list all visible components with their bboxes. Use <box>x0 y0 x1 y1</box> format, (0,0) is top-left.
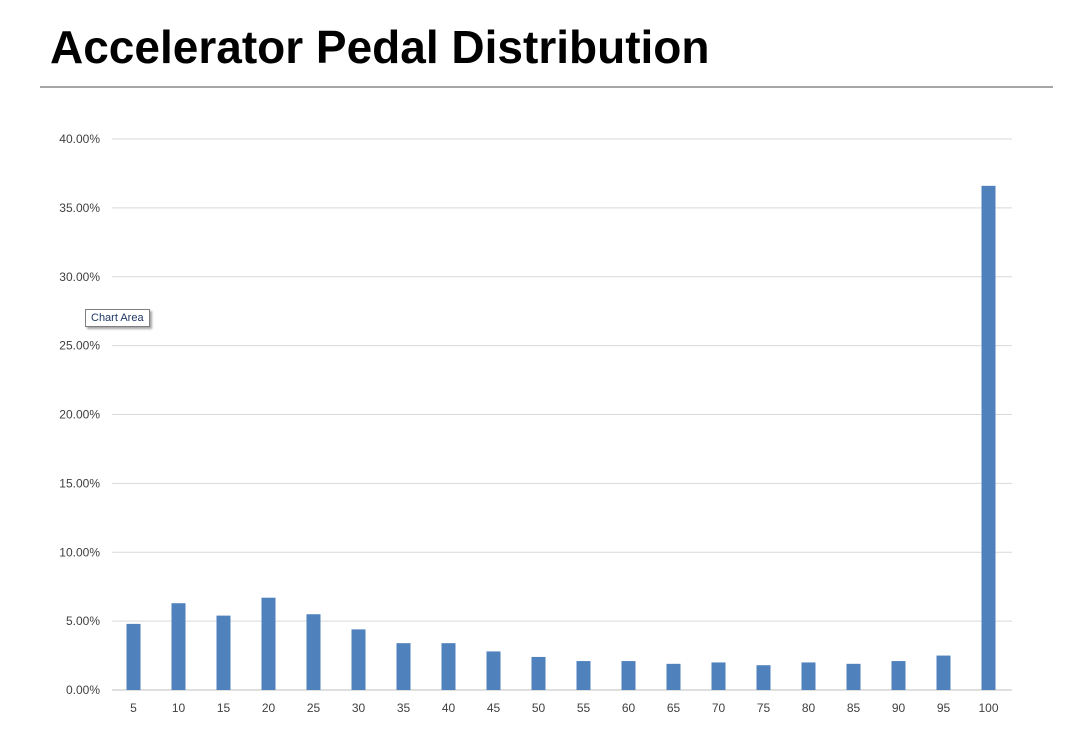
bar[interactable] <box>621 661 636 690</box>
x-tick-label: 65 <box>667 701 681 715</box>
y-tick-label: 40.00% <box>59 132 100 146</box>
y-tick-label: 15.00% <box>59 476 100 490</box>
title-divider <box>40 86 1053 88</box>
y-tick-label: 0.00% <box>66 683 100 697</box>
slide-title: Accelerator Pedal Distribution <box>50 21 710 73</box>
x-tick-label: 10 <box>172 701 186 715</box>
bar[interactable] <box>216 615 231 690</box>
chart-area-tooltip: Chart Area <box>85 309 150 327</box>
x-tick-label: 55 <box>577 701 591 715</box>
x-tick-label: 85 <box>847 701 861 715</box>
x-tick-label: 70 <box>712 701 726 715</box>
bar[interactable] <box>531 656 546 690</box>
bar[interactable] <box>126 623 141 690</box>
bar[interactable] <box>441 643 456 690</box>
y-tick-label: 5.00% <box>66 614 100 628</box>
x-tick-label: 90 <box>892 701 906 715</box>
x-tick-label: 60 <box>622 701 636 715</box>
bar[interactable] <box>351 629 366 690</box>
bar[interactable] <box>801 662 816 690</box>
x-tick-label: 95 <box>937 701 951 715</box>
x-tick-label: 5 <box>130 701 137 715</box>
bar[interactable] <box>261 597 276 690</box>
x-tick-label: 25 <box>307 701 321 715</box>
bar[interactable] <box>486 651 501 690</box>
y-tick-label: 35.00% <box>59 201 100 215</box>
bar[interactable] <box>576 661 591 690</box>
bar[interactable] <box>936 655 951 690</box>
bar[interactable] <box>846 663 861 690</box>
x-tick-label: 20 <box>262 701 276 715</box>
bar[interactable] <box>396 643 411 690</box>
x-tick-label: 80 <box>802 701 816 715</box>
x-tick-label: 45 <box>487 701 501 715</box>
bar[interactable] <box>756 665 771 690</box>
y-tick-label: 20.00% <box>59 408 100 422</box>
x-tick-label: 30 <box>352 701 366 715</box>
bar[interactable] <box>171 603 186 690</box>
x-tick-label: 15 <box>217 701 231 715</box>
y-tick-label: 10.00% <box>59 545 100 559</box>
x-tick-label: 35 <box>397 701 411 715</box>
bar[interactable] <box>306 614 321 690</box>
y-tick-label: 30.00% <box>59 270 100 284</box>
bar[interactable] <box>666 663 681 690</box>
bar[interactable] <box>711 662 726 690</box>
y-tick-label: 25.00% <box>59 339 100 353</box>
bar[interactable] <box>891 661 906 690</box>
x-tick-label: 50 <box>532 701 546 715</box>
x-tick-label: 100 <box>978 701 998 715</box>
bar[interactable] <box>981 185 996 690</box>
x-tick-label: 40 <box>442 701 456 715</box>
x-tick-label: 75 <box>757 701 771 715</box>
